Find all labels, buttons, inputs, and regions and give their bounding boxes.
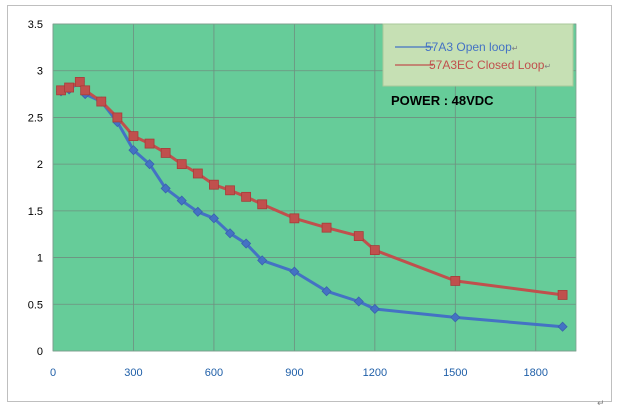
power-annotation: POWER : 48VDC (391, 93, 494, 108)
data-point-closed-loop (80, 85, 91, 96)
data-point-closed-loop (450, 276, 461, 286)
return-mark-icon: ↵ (597, 399, 605, 409)
chart-frame: 0 0.5 1 1.5 2 2.5 3 3.5 0 300 600 900 1200 1500 1800 … (7, 5, 612, 409)
legend-box (382, 23, 574, 87)
legend-label-closed-loop: 57A3EC Closed Loop↵ (429, 58, 551, 72)
plot-border (52, 23, 577, 352)
y-axis-ticks: 0 0.5 1 1.5 2 2.5 3 3.5 (28, 19, 43, 358)
data-point-closed-loop (160, 148, 171, 158)
data-point-closed-loop (144, 138, 155, 149)
y-tick-label: 1.5 (28, 206, 43, 218)
data-point-closed-loop (369, 245, 380, 255)
data-point-open-loop (241, 238, 252, 249)
data-point-open-loop (257, 255, 268, 266)
data-point-open-loop (321, 286, 332, 297)
data-point-open-loop (353, 296, 364, 307)
x-tick-label: 1500 (443, 367, 467, 379)
data-point-open-loop (144, 159, 155, 170)
data-point-closed-loop (225, 185, 235, 196)
y-tick-label: 0.5 (28, 299, 43, 311)
data-point-closed-loop (209, 179, 219, 190)
data-point-open-loop (160, 183, 171, 194)
data-point-open-loop (208, 213, 219, 224)
line-chart: 00.511.522.533.5 0 300 600 900 1200 1500 1800 … (28, 19, 577, 379)
data-point-open-loop (369, 303, 380, 315)
y-tick-label: 0 (37, 346, 43, 358)
data-point-closed-loop (241, 191, 252, 202)
data-point-open-loop (450, 312, 461, 323)
data-point-closed-loop (321, 222, 332, 233)
x-tick-label: 1800 (524, 367, 548, 379)
legend-label-open-loop: 57A3 Open loop↵ (425, 40, 518, 54)
data-point-closed-loop (128, 131, 139, 142)
data-point-open-loop (289, 266, 300, 277)
x-tick-label: 1200 (363, 367, 387, 379)
data-point-open-loop (557, 321, 568, 332)
y-tick-label: 2.5 (28, 112, 43, 124)
data-point-closed-loop (112, 112, 123, 123)
data-point-open-loop (176, 195, 187, 206)
x-tick-label: 300 (124, 367, 142, 379)
data-point-closed-loop (557, 290, 568, 300)
data-point-open-loop (128, 145, 139, 156)
series-layer (55, 76, 568, 332)
data-point-closed-loop (176, 159, 187, 170)
data-point-closed-loop (257, 199, 268, 210)
data-point-open-loop (224, 228, 236, 239)
y-tick-label: 2 (37, 159, 43, 171)
data-point-closed-loop (289, 213, 300, 224)
data-point-closed-loop (192, 168, 203, 179)
y-tick-label: 3.5 (28, 19, 43, 31)
legend: 57A3 Open loop↵ 57A3EC Closed Loop↵ (382, 23, 574, 87)
y-tick-label: 1 (37, 253, 43, 265)
x-tick-label: 0 (50, 367, 56, 379)
data-point-open-loop (192, 206, 203, 217)
data-point-closed-loop (353, 231, 364, 241)
y-tick-label: 3 (37, 66, 43, 78)
x-tick-label: 600 (205, 367, 223, 379)
data-point-closed-loop (64, 82, 74, 93)
x-axis-ticks: 0 300 600 900 1200 1500 1800 (50, 367, 548, 379)
data-point-closed-loop (96, 96, 107, 107)
data-point-closed-loop (74, 77, 85, 87)
x-tick-label: 900 (285, 367, 303, 379)
